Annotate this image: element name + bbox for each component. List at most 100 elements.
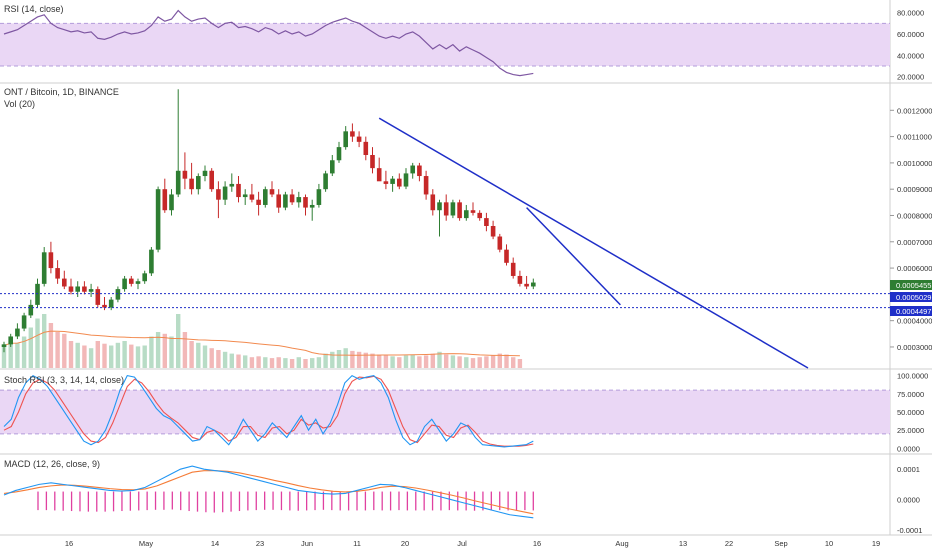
candle-body[interactable] [383,181,389,184]
candle-body[interactable] [155,189,161,250]
candle-body[interactable] [296,197,302,203]
trendline[interactable] [378,117,809,369]
candle-body[interactable] [531,282,536,287]
candle-body[interactable] [269,189,275,195]
candle-body[interactable] [464,210,469,219]
volume-bar [243,355,248,368]
candle-body[interactable] [450,202,456,216]
candle-body[interactable] [202,170,208,177]
candle-body[interactable] [437,202,442,211]
candle-body[interactable] [497,236,503,250]
candle-body[interactable] [135,281,141,284]
candle-body[interactable] [95,289,101,305]
candle-body[interactable] [484,218,489,226]
candle-body[interactable] [336,147,342,161]
stoch-k-line[interactable] [3,374,534,448]
candle-body[interactable] [490,226,496,237]
candle-body[interactable] [524,283,529,287]
volume-bar [423,355,429,368]
candle-body[interactable] [470,210,476,213]
macd-panel[interactable] [3,465,534,519]
candle-body[interactable] [129,278,134,284]
candle-body[interactable] [62,278,67,287]
stoch-d-line[interactable] [3,375,534,447]
candle-body[interactable] [289,194,295,203]
candle-body[interactable] [41,252,47,284]
trendline[interactable] [526,207,621,306]
candle-body[interactable] [410,165,415,174]
candle-body[interactable] [423,176,429,195]
candle-body[interactable] [430,194,436,211]
candle-body[interactable] [356,136,362,142]
candle-body[interactable] [343,131,348,148]
stoch-rsi-panel[interactable] [0,374,890,448]
macd-signal-line[interactable] [3,470,534,515]
candle-body[interactable] [236,183,241,198]
candle-body[interactable] [182,170,188,179]
candle-body[interactable] [115,289,121,300]
candle-body[interactable] [189,178,194,190]
candle-body[interactable] [376,168,382,182]
candle-body[interactable] [162,189,168,211]
candle-body[interactable] [175,170,181,195]
candle-body[interactable] [256,199,261,205]
candle-body[interactable] [263,189,268,205]
candle-body[interactable] [28,304,34,316]
rsi-line[interactable] [3,9,534,77]
candle-body[interactable] [510,262,516,276]
candle-body[interactable] [149,249,154,274]
candle-body[interactable] [323,173,328,190]
candle-body[interactable] [249,194,255,200]
candle-body[interactable] [68,286,74,292]
candle-body[interactable] [283,194,288,208]
candle-body[interactable] [169,194,174,211]
candle-body[interactable] [504,249,509,263]
candle-body[interactable] [15,328,20,337]
candle-body[interactable] [276,194,281,208]
candle-body[interactable] [443,202,449,216]
candle-body[interactable] [403,173,409,187]
volume-bar [135,346,141,368]
price-panel[interactable] [0,89,890,369]
candle-body[interactable] [303,197,308,208]
candle-body[interactable] [35,283,40,305]
candle-body[interactable] [457,202,462,219]
candle-body[interactable] [1,344,7,347]
rsi-panel[interactable] [0,9,890,77]
candle-body[interactable] [88,289,94,292]
candle-body[interactable] [350,131,355,137]
candle-body[interactable] [108,299,114,308]
candle-body[interactable] [82,286,87,292]
candle-body[interactable] [330,160,335,174]
candle-body[interactable] [209,170,214,190]
candle-body[interactable] [363,141,369,155]
candle-body[interactable] [8,336,13,345]
candle-body[interactable] [229,183,235,187]
candle-body[interactable] [397,178,402,187]
candle-body[interactable] [309,204,315,208]
candle-body[interactable] [517,275,523,284]
macd-line[interactable] [3,465,534,519]
price-axis-label: 0.0008000 [897,211,932,220]
volume-bar [182,332,188,368]
candle-body[interactable] [75,286,80,292]
volume-bar [477,357,482,368]
candle-body[interactable] [390,178,395,184]
candle-body[interactable] [196,176,201,190]
candle-body[interactable] [222,186,228,200]
candle-body[interactable] [21,315,27,329]
stoch-rsi-legend: Stoch RSI (3, 3, 14, 14, close) [4,375,124,385]
candle-body[interactable] [477,212,482,219]
candle-body[interactable] [316,189,322,205]
candle-body[interactable] [48,252,54,269]
macd-axis-label: 0.0000 [897,496,920,505]
candle-body[interactable] [142,273,147,282]
candle-body[interactable] [102,304,107,308]
candle-body[interactable] [370,155,375,169]
candle-body[interactable] [122,278,127,290]
candle-body[interactable] [55,268,60,279]
candle-body[interactable] [216,189,221,200]
candle-body[interactable] [417,165,422,177]
candle-body[interactable] [242,194,248,198]
